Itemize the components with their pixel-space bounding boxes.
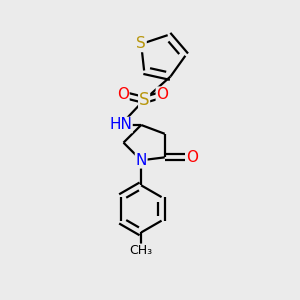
Text: O: O [186,150,198,165]
Text: S: S [139,91,149,109]
Text: CH₃: CH₃ [130,244,153,257]
Text: S: S [136,37,146,52]
Text: O: O [117,87,129,102]
Text: HN: HN [109,118,132,133]
Text: N: N [136,153,147,168]
Text: O: O [156,87,168,102]
